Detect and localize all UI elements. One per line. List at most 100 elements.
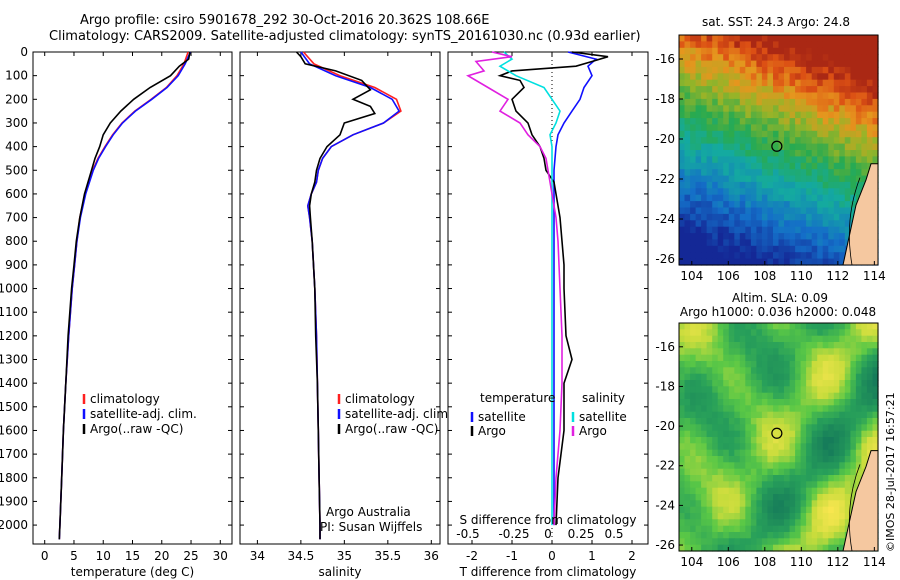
map-cell <box>717 35 724 42</box>
map-cell <box>800 181 807 189</box>
map-cell <box>739 92 746 100</box>
map-cell <box>789 437 796 444</box>
map-cell <box>789 323 796 330</box>
map-cell <box>822 66 829 74</box>
map-cell <box>778 188 785 196</box>
map-cell <box>756 245 763 253</box>
map-cell <box>784 194 791 202</box>
map-cell <box>734 494 741 501</box>
map-cell <box>723 47 730 55</box>
map-cell <box>778 386 785 394</box>
map-cell <box>800 233 807 241</box>
map-cell <box>728 392 735 400</box>
map-cell <box>706 98 713 106</box>
map-cell <box>679 201 686 209</box>
map-cell <box>773 130 780 138</box>
map-cell <box>833 86 840 94</box>
map-cell <box>717 92 724 100</box>
map-cell <box>778 487 785 495</box>
map-cell <box>811 386 818 394</box>
map-cell <box>800 162 807 170</box>
map-cell <box>739 79 746 87</box>
map-cell <box>728 73 735 81</box>
map-cell <box>761 156 768 164</box>
map-cell <box>761 73 768 81</box>
map-cell <box>806 468 813 476</box>
map-cell <box>717 111 724 119</box>
map-cell <box>833 98 840 106</box>
map-cell <box>695 156 702 164</box>
map-cell <box>706 386 713 394</box>
map-cell <box>850 335 857 343</box>
map-cell <box>811 342 818 349</box>
map-cell <box>850 66 857 74</box>
map-cell <box>701 169 708 177</box>
map-cell <box>811 60 818 68</box>
map-cell <box>866 118 873 126</box>
map-cell <box>828 66 835 74</box>
map-cell <box>761 220 768 228</box>
map-cell <box>723 335 730 343</box>
map-cell <box>717 443 724 451</box>
map-cell <box>756 188 763 196</box>
map-cell <box>855 92 862 100</box>
map-cell <box>822 162 829 170</box>
map-cell <box>690 367 697 375</box>
map-cell <box>690 487 697 495</box>
map-cell <box>817 207 824 215</box>
map-cell <box>800 494 807 501</box>
map-cell <box>872 35 879 42</box>
map-cell <box>695 181 702 189</box>
map-cell <box>712 111 719 119</box>
header-line-1: Argo profile: csiro 5901678_292 30-Oct-2… <box>80 13 490 28</box>
map-cell <box>800 532 807 539</box>
map-cell <box>817 150 824 157</box>
map-cell <box>789 201 796 209</box>
map-cell <box>690 220 697 228</box>
map-cell <box>800 475 807 482</box>
map-cell <box>734 86 741 94</box>
map-cell <box>806 544 813 552</box>
map-cell <box>839 494 846 501</box>
map-cell <box>773 66 780 74</box>
map-cell <box>756 411 763 419</box>
map-cell <box>750 245 757 253</box>
map-cell <box>778 47 785 55</box>
map-cell <box>833 130 840 138</box>
map-cell <box>695 137 702 145</box>
map-cell <box>767 137 774 145</box>
map-cell <box>784 220 791 228</box>
map-cell <box>728 194 735 202</box>
map-cell <box>795 456 802 463</box>
map-cell <box>723 162 730 170</box>
map-cell <box>684 519 691 527</box>
map-cell <box>706 124 713 132</box>
map-cell <box>855 361 862 368</box>
isobath-line <box>848 464 861 552</box>
map-cell <box>833 73 840 81</box>
map-cell <box>684 506 691 514</box>
map-cell <box>690 418 697 425</box>
map-cell <box>866 361 873 368</box>
map-cell <box>855 380 862 387</box>
map-cell <box>750 111 757 119</box>
map-cell <box>789 544 796 552</box>
map-cell <box>723 35 730 42</box>
map-cell <box>756 258 763 266</box>
map-cell <box>701 239 708 247</box>
map-cell <box>833 213 840 221</box>
map-cell <box>844 462 851 470</box>
map-cell <box>778 54 785 62</box>
map-cell <box>701 380 708 387</box>
map-cell <box>817 544 824 552</box>
map-cell <box>778 207 785 215</box>
map-cell <box>723 252 730 260</box>
map-cell <box>833 399 840 406</box>
map-cell <box>717 323 724 330</box>
map-cell <box>795 506 802 514</box>
map-cell <box>679 66 686 74</box>
map-cell <box>690 481 697 489</box>
map-cell <box>866 437 873 444</box>
map-cell <box>679 430 686 438</box>
map-cell <box>728 162 735 170</box>
